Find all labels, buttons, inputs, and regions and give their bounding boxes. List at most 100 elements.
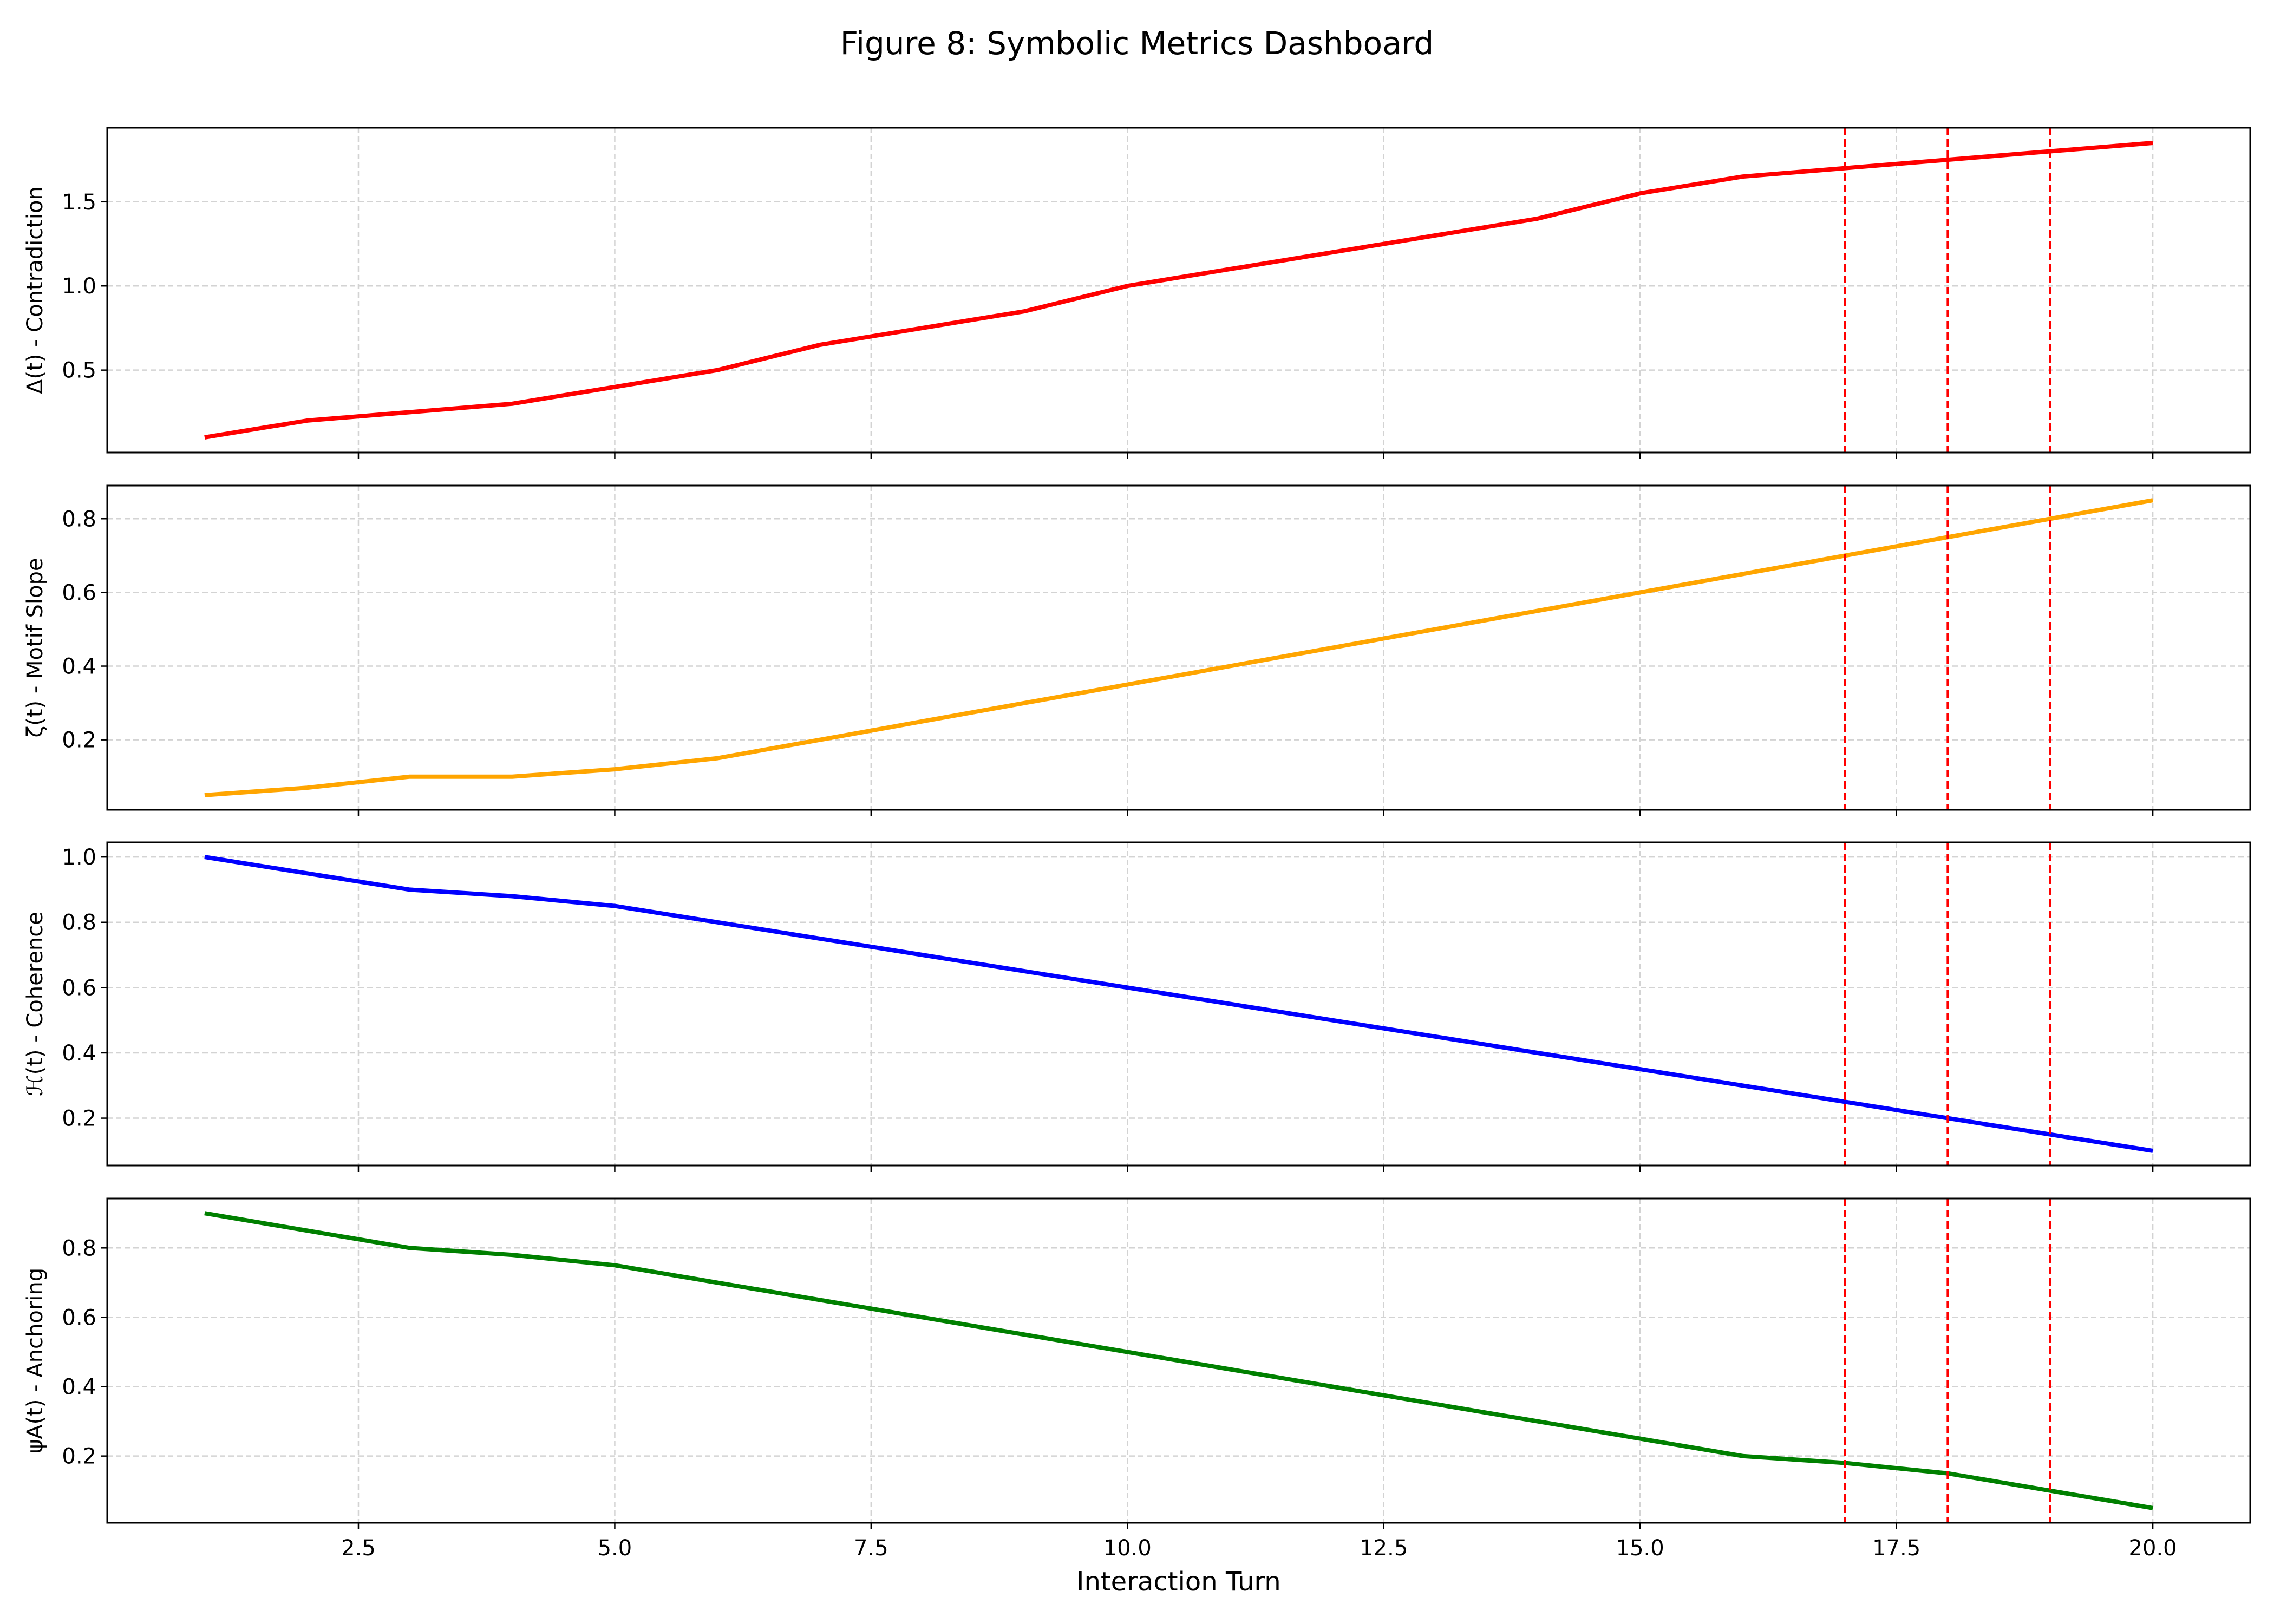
y-tick-label: 0.8 bbox=[62, 507, 96, 532]
data-point bbox=[203, 794, 206, 797]
data-point bbox=[1023, 1333, 1027, 1336]
data-point bbox=[408, 1246, 411, 1249]
data-point bbox=[818, 343, 821, 346]
data-point bbox=[818, 738, 821, 742]
y-tick-label: 0.6 bbox=[62, 580, 96, 605]
y-tick-label: 1.0 bbox=[62, 274, 96, 299]
data-point bbox=[613, 905, 616, 908]
data-point bbox=[1023, 970, 1027, 973]
data-point bbox=[2151, 499, 2154, 502]
data-point bbox=[1741, 175, 1744, 178]
x-tick-label: 20.0 bbox=[2129, 1536, 2177, 1561]
data-point bbox=[1946, 158, 1949, 161]
data-point bbox=[1638, 1068, 1642, 1071]
data-point bbox=[1536, 1420, 1539, 1423]
data-point bbox=[1536, 609, 1539, 612]
data-point bbox=[1023, 702, 1027, 705]
data-point bbox=[818, 937, 821, 940]
series-line bbox=[204, 141, 2153, 440]
figure-title: Figure 8: Symbolic Metrics Dashboard bbox=[840, 25, 1434, 62]
x-axis-label: Interaction Turn bbox=[1076, 1567, 1280, 1597]
data-point bbox=[511, 775, 514, 778]
data-point bbox=[1741, 572, 1744, 575]
x-tick-label: 10.0 bbox=[1103, 1536, 1152, 1561]
data-point bbox=[1536, 1051, 1539, 1055]
y-tick-label: 0.5 bbox=[62, 358, 96, 383]
data-point bbox=[921, 953, 924, 957]
data-point bbox=[1741, 1084, 1744, 1087]
axes-frame bbox=[106, 1197, 2251, 1524]
data-point bbox=[1126, 284, 1129, 287]
data-point bbox=[203, 1212, 206, 1215]
y-tick-label: 1.5 bbox=[62, 190, 96, 215]
data-point bbox=[408, 775, 411, 778]
data-point bbox=[716, 1281, 719, 1284]
y-tick-label: 0.6 bbox=[62, 975, 96, 1000]
y-tick-label: 0.2 bbox=[62, 1444, 96, 1469]
y-tick-label: 0.2 bbox=[62, 1106, 96, 1131]
data-point bbox=[1331, 1385, 1334, 1389]
data-point bbox=[1433, 1035, 1436, 1038]
data-point bbox=[1433, 627, 1436, 631]
y-axis-label: Δ(t) - Contradiction bbox=[23, 186, 48, 394]
axes-frame bbox=[106, 484, 2251, 811]
data-point bbox=[1433, 1403, 1436, 1406]
data-point bbox=[1638, 591, 1642, 594]
data-point bbox=[1536, 217, 1539, 220]
data-point bbox=[1023, 310, 1027, 313]
data-point bbox=[203, 436, 206, 439]
series-line bbox=[204, 498, 2153, 797]
data-point bbox=[1331, 1019, 1334, 1022]
series-line bbox=[204, 1211, 2153, 1510]
data-point bbox=[1126, 1350, 1129, 1353]
y-axis-label: ℋ(t) - Coherence bbox=[23, 912, 48, 1096]
data-point bbox=[2151, 1149, 2154, 1152]
data-point bbox=[203, 855, 206, 859]
data-point bbox=[921, 326, 924, 330]
y-axis-label: ψA(t) - Anchoring bbox=[23, 1268, 48, 1453]
data-point bbox=[716, 921, 719, 924]
data-point bbox=[305, 419, 309, 422]
data-point bbox=[613, 385, 616, 389]
data-point bbox=[613, 1263, 616, 1267]
data-point bbox=[716, 757, 719, 760]
panel-4: 2.5 5.0 7.5 10.0 12.5 15.0 17.5 20.0 0.2 0.4 0.6 0.… bbox=[23, 1197, 2251, 1561]
y-tick-label: 0.2 bbox=[62, 728, 96, 753]
data-point bbox=[511, 895, 514, 898]
data-point bbox=[1229, 1003, 1232, 1006]
data-point bbox=[305, 872, 309, 875]
y-tick-label: 0.8 bbox=[62, 911, 96, 935]
data-point bbox=[1638, 1437, 1642, 1440]
y-tick-label: 0.4 bbox=[62, 1041, 96, 1066]
y-tick-label: 0.8 bbox=[62, 1236, 96, 1261]
data-point bbox=[408, 888, 411, 891]
axes-frame bbox=[106, 841, 2251, 1167]
data-point bbox=[921, 720, 924, 723]
data-point bbox=[1229, 665, 1232, 668]
x-tick-label: 15.0 bbox=[1616, 1536, 1664, 1561]
data-point bbox=[1433, 234, 1436, 237]
data-point bbox=[305, 786, 309, 789]
x-tick-label: 2.5 bbox=[341, 1536, 376, 1561]
data-point bbox=[716, 369, 719, 372]
x-tick-label: 7.5 bbox=[854, 1536, 888, 1561]
data-point bbox=[1331, 646, 1334, 650]
chart-panels: 0.5 1.0 1.5 Δ(t) - Contradiction 0.2 0.4 0.6 0.… bbox=[23, 127, 2251, 1561]
data-point bbox=[305, 1229, 309, 1232]
panel-2: 0.2 0.4 0.6 0.8 ζ(t) - Motif Slope bbox=[23, 484, 2251, 816]
panel-1: 0.5 1.0 1.5 Δ(t) - Contradiction bbox=[23, 127, 2251, 459]
data-point bbox=[408, 410, 411, 414]
panel-3: 0.2 0.4 0.6 0.8 1.0 ℋ(t) - Coherence bbox=[23, 841, 2251, 1172]
data-point bbox=[1229, 267, 1232, 271]
y-tick-label: 0.6 bbox=[62, 1305, 96, 1330]
data-point bbox=[921, 1315, 924, 1319]
data-point bbox=[1638, 192, 1642, 195]
data-point bbox=[511, 402, 514, 405]
x-tick-label: 17.5 bbox=[1872, 1536, 1920, 1561]
y-tick-label: 0.4 bbox=[62, 1375, 96, 1400]
axes-frame bbox=[106, 127, 2251, 454]
x-tick-label: 12.5 bbox=[1360, 1536, 1408, 1561]
y-axis-label: ζ(t) - Motif Slope bbox=[23, 558, 48, 737]
